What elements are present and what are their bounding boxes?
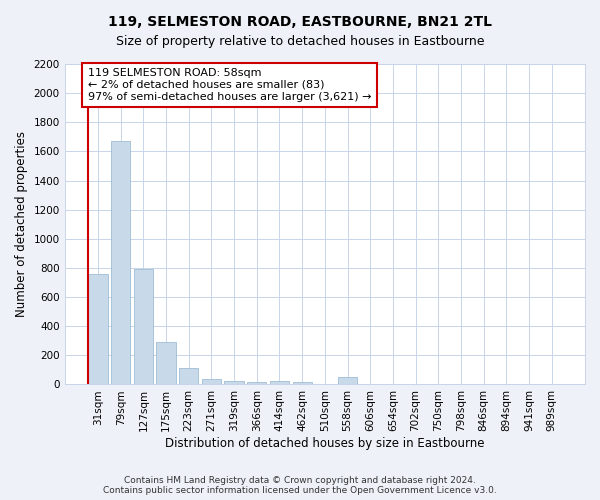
Text: 119 SELMESTON ROAD: 58sqm
← 2% of detached houses are smaller (83)
97% of semi-d: 119 SELMESTON ROAD: 58sqm ← 2% of detach… xyxy=(88,68,371,102)
Y-axis label: Number of detached properties: Number of detached properties xyxy=(15,131,28,317)
Bar xyxy=(224,381,244,384)
Text: Contains HM Land Registry data © Crown copyright and database right 2024.
Contai: Contains HM Land Registry data © Crown c… xyxy=(103,476,497,495)
Bar xyxy=(157,342,176,384)
Bar xyxy=(179,368,199,384)
Bar xyxy=(338,377,357,384)
Bar xyxy=(88,274,107,384)
Bar xyxy=(134,270,153,384)
Text: Size of property relative to detached houses in Eastbourne: Size of property relative to detached ho… xyxy=(116,35,484,48)
Text: 119, SELMESTON ROAD, EASTBOURNE, BN21 2TL: 119, SELMESTON ROAD, EASTBOURNE, BN21 2T… xyxy=(108,15,492,29)
Bar xyxy=(293,382,312,384)
X-axis label: Distribution of detached houses by size in Eastbourne: Distribution of detached houses by size … xyxy=(165,437,485,450)
Bar xyxy=(111,141,130,384)
Bar xyxy=(202,380,221,384)
Bar xyxy=(247,382,266,384)
Bar xyxy=(270,381,289,384)
